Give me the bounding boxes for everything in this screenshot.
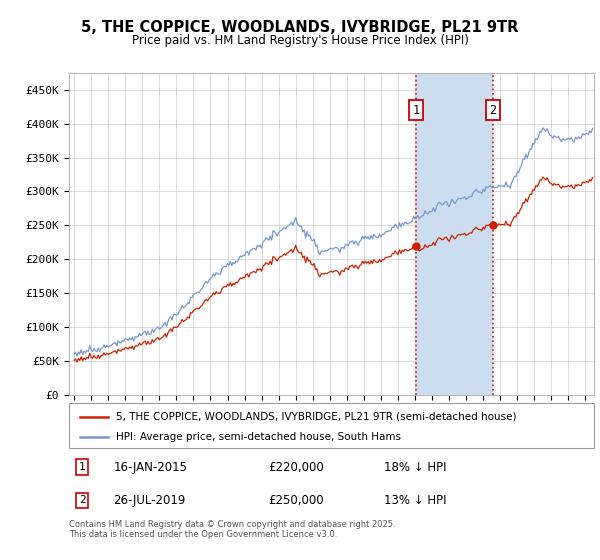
- Text: 1: 1: [412, 104, 419, 116]
- Text: 1: 1: [79, 462, 86, 472]
- FancyBboxPatch shape: [69, 403, 594, 448]
- Text: £220,000: £220,000: [269, 460, 324, 474]
- Text: £250,000: £250,000: [269, 494, 324, 507]
- Text: 2: 2: [79, 495, 86, 505]
- Text: 18% ↓ HPI: 18% ↓ HPI: [384, 460, 446, 474]
- Text: HPI: Average price, semi-detached house, South Hams: HPI: Average price, semi-detached house,…: [116, 432, 401, 442]
- Text: Contains HM Land Registry data © Crown copyright and database right 2025.
This d: Contains HM Land Registry data © Crown c…: [69, 520, 395, 539]
- Text: 16-JAN-2015: 16-JAN-2015: [113, 460, 188, 474]
- Text: 5, THE COPPICE, WOODLANDS, IVYBRIDGE, PL21 9TR (semi-detached house): 5, THE COPPICE, WOODLANDS, IVYBRIDGE, PL…: [116, 412, 517, 422]
- Text: 2: 2: [490, 104, 496, 116]
- Bar: [416, 73, 493, 395]
- Text: 13% ↓ HPI: 13% ↓ HPI: [384, 494, 446, 507]
- Text: Price paid vs. HM Land Registry's House Price Index (HPI): Price paid vs. HM Land Registry's House …: [131, 34, 469, 46]
- Text: 26-JUL-2019: 26-JUL-2019: [113, 494, 186, 507]
- Text: 5, THE COPPICE, WOODLANDS, IVYBRIDGE, PL21 9TR: 5, THE COPPICE, WOODLANDS, IVYBRIDGE, PL…: [82, 20, 518, 35]
